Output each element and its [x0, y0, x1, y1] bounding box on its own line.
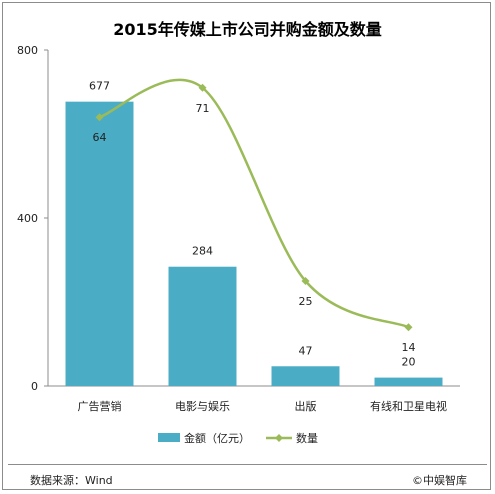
- x-tick-label: 有线和卫星电视: [370, 399, 447, 413]
- bar-data-label: 284: [192, 245, 213, 258]
- brand-credit: ©中娱智库: [412, 474, 467, 487]
- bar-data-label: 20: [402, 356, 416, 369]
- line-series-count: [99, 78, 410, 329]
- line-data-label: 25: [299, 295, 313, 308]
- bar-data-label: 47: [299, 344, 313, 357]
- y-tick-label: 400: [17, 212, 38, 225]
- line-point: [198, 83, 207, 92]
- bar: [271, 366, 340, 386]
- line-point: [404, 323, 413, 332]
- line-data-label: 64: [93, 131, 107, 144]
- x-tick-label: 广告营销: [78, 399, 122, 413]
- line-point: [301, 277, 310, 285]
- bar: [65, 101, 134, 386]
- bar: [374, 377, 443, 386]
- y-tick-label: 0: [31, 380, 38, 393]
- legend-label-count: 数量: [296, 432, 318, 445]
- bar-data-label: 677: [89, 80, 110, 93]
- footer-divider: [8, 464, 487, 465]
- x-tick-label: 电影与娱乐: [175, 399, 230, 413]
- legend-swatch-amount: [158, 433, 180, 442]
- y-tick-label: 800: [17, 44, 38, 57]
- line-data-label: 71: [196, 102, 210, 115]
- chart-title: 2015年传媒上市公司并购金额及数量: [113, 20, 382, 39]
- legend-label-amount: 金额（亿元）: [184, 431, 250, 445]
- legend-marker-count: [275, 434, 283, 442]
- line-point: [95, 113, 104, 122]
- data-source: 数据来源：Wind: [30, 474, 113, 487]
- line-data-label: 14: [402, 341, 416, 354]
- bar: [168, 266, 237, 386]
- x-tick-label: 出版: [295, 399, 317, 413]
